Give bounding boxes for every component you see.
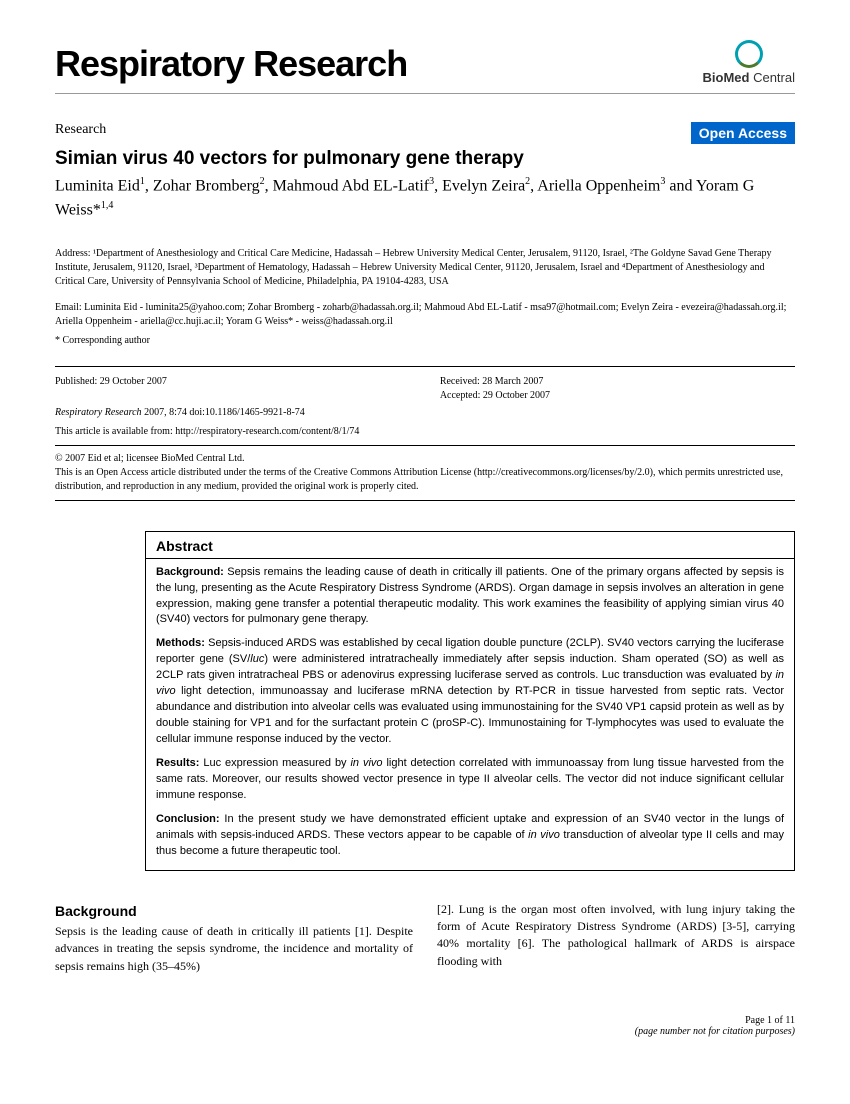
main-body: Background Sepsis is the leading cause o…	[55, 901, 795, 975]
published-date: Published: 29 October 2007	[55, 375, 410, 389]
article-type: Research	[55, 122, 106, 138]
abstract-conclusion: Conclusion: In the present study we have…	[156, 812, 784, 860]
article-title: Simian virus 40 vectors for pulmonary ge…	[55, 148, 795, 170]
copyright-line: © 2007 Eid et al; licensee BioMed Centra…	[55, 452, 795, 466]
journal-title: Respiratory Research	[55, 43, 407, 85]
article-header-row: Research Open Access	[55, 122, 795, 144]
page-number-note: (page number not for citation purposes)	[55, 1026, 795, 1037]
publication-info: Published: 29 October 2007 Received: 28 …	[55, 366, 795, 437]
abstract-heading: Abstract	[146, 532, 794, 559]
abstract-background: Background: Sepsis remains the leading c…	[156, 565, 784, 629]
received-date: Received: 28 March 2007	[440, 375, 795, 389]
column-right: [2]. Lung is the organ most often involv…	[437, 901, 795, 975]
body-text-left: Sepsis is the leading cause of death in …	[55, 923, 413, 975]
article-url[interactable]: This article is available from: http://r…	[55, 426, 795, 437]
address-block: Address: ¹Department of Anesthesiology a…	[55, 247, 795, 289]
accepted-date: Accepted: 29 October 2007	[440, 389, 795, 403]
email-block: Email: Luminita Eid - luminita25@yahoo.c…	[55, 301, 795, 329]
abstract-box: Abstract Background: Sepsis remains the …	[145, 531, 795, 871]
corresponding-author-note: * Corresponding author	[55, 335, 795, 346]
citation: Respiratory Research 2007, 8:74 doi:10.1…	[55, 407, 795, 418]
abstract-methods: Methods: Sepsis-induced ARDS was establi…	[156, 636, 784, 748]
page-footer: Page 1 of 11 (page number not for citati…	[55, 1015, 795, 1037]
page-number: Page 1 of 11	[55, 1015, 795, 1026]
publisher-logo: BioMed Central	[703, 40, 795, 85]
body-text-right: [2]. Lung is the organ most often involv…	[437, 901, 795, 971]
license-text: This is an Open Access article distribut…	[55, 466, 795, 494]
publisher-logo-text: BioMed Central	[703, 70, 795, 85]
logo-circle-icon	[735, 40, 763, 68]
background-heading: Background	[55, 901, 413, 921]
column-left: Background Sepsis is the leading cause o…	[55, 901, 413, 975]
page-header: Respiratory Research BioMed Central	[55, 40, 795, 94]
license-block: © 2007 Eid et al; licensee BioMed Centra…	[55, 445, 795, 501]
open-access-badge: Open Access	[691, 122, 795, 144]
authors-list: Luminita Eid1, Zohar Bromberg2, Mahmoud …	[55, 174, 795, 223]
abstract-results: Results: Luc expression measured by in v…	[156, 756, 784, 804]
